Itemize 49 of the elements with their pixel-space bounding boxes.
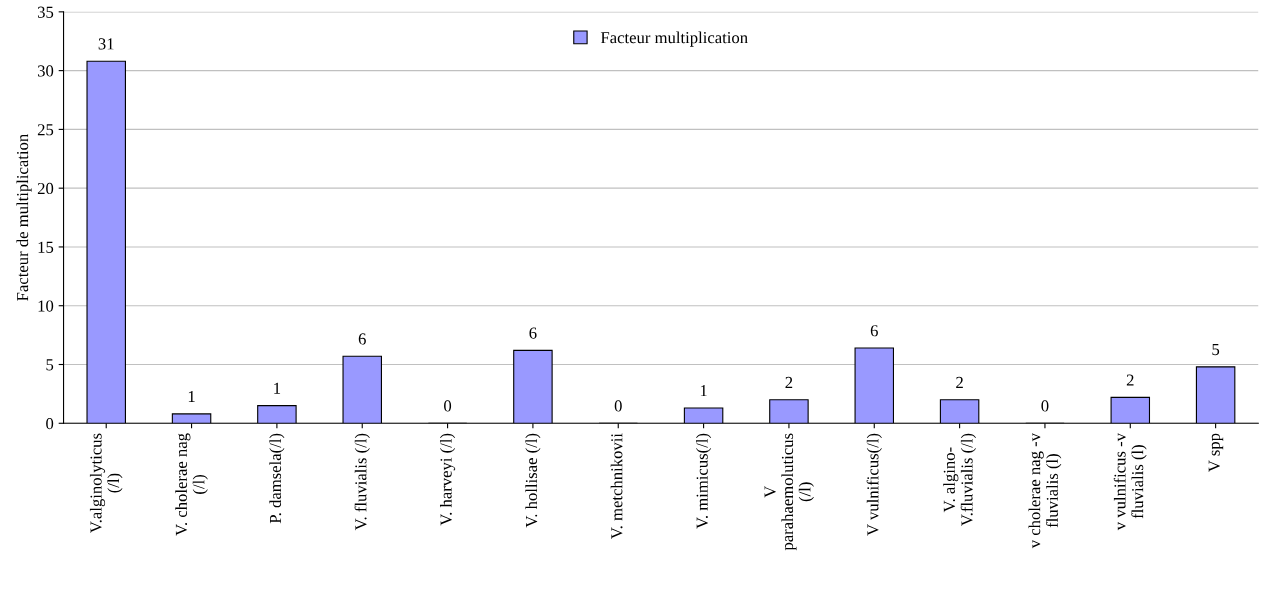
data-label: 6: [358, 333, 366, 345]
data-label: 0: [444, 400, 452, 412]
bar: [257, 405, 297, 424]
x-tick-label: V parahaemoluticus (/l): [764, 433, 814, 551]
data-label: 2: [785, 376, 793, 388]
x-tick-label: V. metchnikovii: [610, 433, 623, 539]
x-tick-label: V. harveyi (/l): [439, 433, 456, 526]
bar: [769, 399, 809, 424]
x-tick-label: P. damsela(/l): [269, 433, 285, 524]
x-tick-label: V spp: [1208, 433, 1224, 472]
data-label: 1: [700, 385, 707, 397]
y-tick-label: 10: [38, 300, 54, 312]
bar: [342, 355, 382, 424]
data-label: 1: [188, 390, 195, 402]
data-label: 5: [1212, 344, 1220, 356]
data-label: 2: [1126, 374, 1134, 386]
y-tick-label: 30: [37, 65, 54, 77]
data-label: 0: [1041, 400, 1049, 412]
x-tick-label: V. fluvialis (/l): [354, 433, 370, 531]
legend-label: Facteur multiplication: [600, 31, 748, 47]
bar: [171, 413, 212, 424]
bar: [939, 399, 980, 424]
x-tick-label: v vulnificus -v fluvialis (l): [1113, 433, 1147, 531]
x-tick-label: V.alginolyticus (/l): [89, 433, 123, 533]
x-tick-label: v cholerae nag -v fluvialis (l): [1028, 433, 1062, 549]
y-tick-label: 35: [37, 6, 54, 18]
x-tick-label: V vulnificus(/l): [866, 433, 882, 536]
data-label: 1: [274, 382, 281, 394]
y-tick-label: 20: [37, 182, 54, 195]
y-tick-label: 15: [38, 241, 54, 253]
bar: [86, 60, 126, 424]
data-label: 0: [614, 400, 622, 412]
x-tick-label: V. algino- V.fluvialis (/l): [943, 433, 976, 527]
y-axis-title: Facteur de multiplication: [16, 134, 32, 301]
y-tick-label: 5: [46, 359, 54, 371]
bar: [854, 347, 895, 424]
x-tick-label: V. hollisae (/l): [525, 433, 541, 528]
y-tick-label: 0: [46, 417, 54, 430]
data-label: 6: [529, 327, 537, 339]
y-tick-label: 25: [37, 124, 54, 136]
data-label: 31: [98, 38, 114, 50]
data-label: 6: [870, 325, 878, 337]
bar: [683, 407, 724, 424]
bar: [1110, 396, 1151, 424]
data-label: 2: [956, 376, 963, 388]
x-tick-label: V. mimicus(/l): [696, 433, 712, 529]
bar: [1195, 366, 1236, 424]
bar: [513, 349, 553, 424]
x-tick-label: V. cholerae nag (/l): [175, 433, 208, 536]
